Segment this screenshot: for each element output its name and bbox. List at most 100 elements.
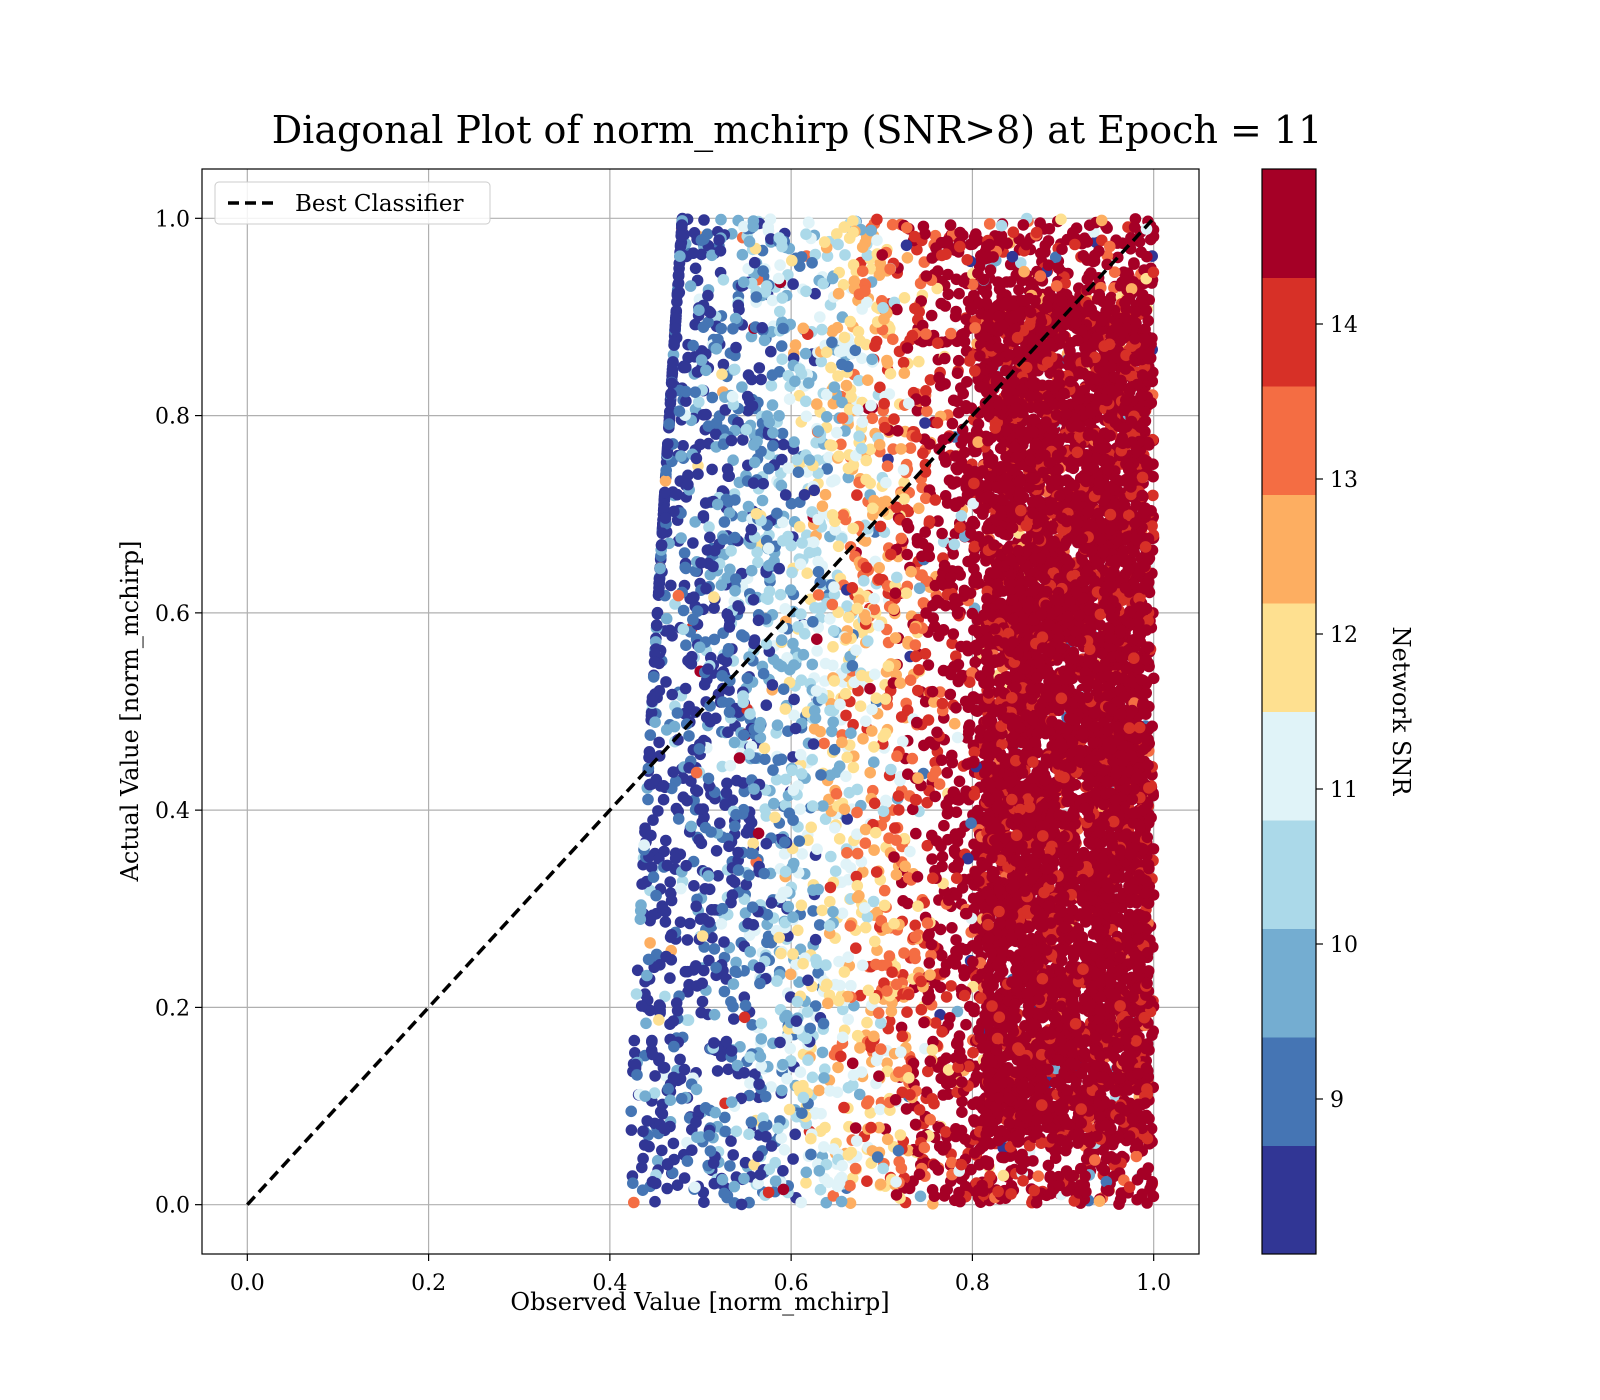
scatter-point xyxy=(817,1017,830,1030)
scatter-point xyxy=(819,1063,831,1075)
scatter-point xyxy=(777,1165,789,1177)
scatter-point xyxy=(1000,276,1013,288)
scatter-point xyxy=(754,1168,767,1181)
scatter-point xyxy=(954,521,966,534)
scatter-point xyxy=(906,752,919,765)
scatter-point xyxy=(823,451,835,464)
scatter-point xyxy=(730,573,742,585)
scatter-point xyxy=(1007,226,1020,238)
scatter-point xyxy=(667,1071,680,1084)
scatter-point xyxy=(940,1126,952,1138)
scatter-point xyxy=(838,331,851,344)
scatter-point xyxy=(824,704,836,717)
scatter-point xyxy=(959,1133,971,1145)
scatter-point xyxy=(870,866,883,878)
scatter-point xyxy=(949,310,962,323)
scatter-point xyxy=(937,1089,949,1101)
scatter-point xyxy=(662,1083,674,1095)
scatter-point xyxy=(727,323,739,335)
scatter-point xyxy=(982,1156,994,1168)
scatter-point xyxy=(729,312,742,325)
scatter-point xyxy=(711,1065,724,1077)
scatter-point xyxy=(812,967,824,979)
scatter-point xyxy=(841,847,853,859)
scatter-point xyxy=(866,703,878,716)
scatter-point xyxy=(752,827,765,840)
scatter-point xyxy=(818,236,831,248)
scatter-point xyxy=(782,900,795,913)
scatter-point xyxy=(1147,1190,1160,1203)
scatter-point xyxy=(969,656,981,669)
scatter-point xyxy=(789,339,802,351)
scatter-point xyxy=(844,1179,856,1192)
scatter-point xyxy=(781,1073,793,1085)
scatter-point xyxy=(792,924,804,937)
scatter-point xyxy=(678,1063,691,1076)
scatter-point xyxy=(827,659,839,672)
scatter-point xyxy=(717,358,730,371)
scatter-point xyxy=(938,819,950,832)
scatter-point xyxy=(977,273,990,286)
scatter-point xyxy=(909,919,921,932)
scatter-point xyxy=(920,607,932,619)
scatter-point xyxy=(849,344,862,357)
scatter-point xyxy=(636,1161,648,1174)
scatter-point xyxy=(653,685,666,697)
scatter-point xyxy=(813,1084,825,1097)
scatter-point xyxy=(1001,237,1013,250)
scatter-point xyxy=(737,729,750,741)
scatter-point xyxy=(789,375,801,388)
scatter-point xyxy=(838,221,851,233)
scatter-point xyxy=(710,428,722,440)
scatter-point xyxy=(679,965,692,978)
scatter-point xyxy=(644,937,656,949)
scatter-point xyxy=(920,492,932,505)
scatter-point xyxy=(690,960,702,972)
scatter-point xyxy=(1081,236,1094,248)
scatter-point xyxy=(744,946,756,958)
scatter-point xyxy=(816,323,828,336)
scatter-point xyxy=(911,243,923,256)
scatter-point xyxy=(787,637,799,650)
scatter-point xyxy=(940,456,952,468)
scatter-point xyxy=(871,944,883,956)
scatter-point xyxy=(687,537,699,549)
scatter-point xyxy=(1043,223,1056,235)
scatter-point xyxy=(819,488,832,501)
scatter-point xyxy=(755,1060,768,1072)
scatter-point xyxy=(640,1017,652,1030)
scatter-point xyxy=(833,760,846,772)
scatter-point xyxy=(711,498,724,511)
scatter-point xyxy=(868,756,880,768)
scatter-point xyxy=(836,1160,848,1172)
scatter-point xyxy=(836,1031,849,1044)
scatter-point xyxy=(957,275,970,288)
scatter-point xyxy=(694,803,706,815)
scatter-point xyxy=(936,949,948,962)
scatter-point xyxy=(771,975,783,987)
scatter-point xyxy=(653,999,666,1011)
scatter-point xyxy=(835,1050,847,1063)
scatter-point xyxy=(901,897,914,910)
scatter-point xyxy=(800,1166,813,1179)
scatter-point xyxy=(875,1043,887,1055)
scatter-point xyxy=(824,769,837,782)
scatter-point xyxy=(809,287,821,300)
scatter-point xyxy=(868,1030,880,1043)
scatter-point xyxy=(948,846,961,859)
scatter-point xyxy=(801,1006,814,1018)
scatter-point xyxy=(854,700,867,712)
scatter-point xyxy=(827,1190,840,1202)
scatter-point xyxy=(910,827,922,840)
scatter-point xyxy=(818,1072,830,1084)
scatter-point xyxy=(660,612,673,625)
scatter-point xyxy=(1050,1144,1063,1156)
scatter-point xyxy=(656,1144,668,1157)
scatter-point xyxy=(735,1092,747,1105)
scatter-point xyxy=(797,1079,809,1092)
scatter-point xyxy=(830,788,843,800)
scatter-point xyxy=(941,235,953,247)
scatter-point xyxy=(926,853,938,865)
scatter-point xyxy=(920,385,932,397)
scatter-point xyxy=(695,354,708,366)
